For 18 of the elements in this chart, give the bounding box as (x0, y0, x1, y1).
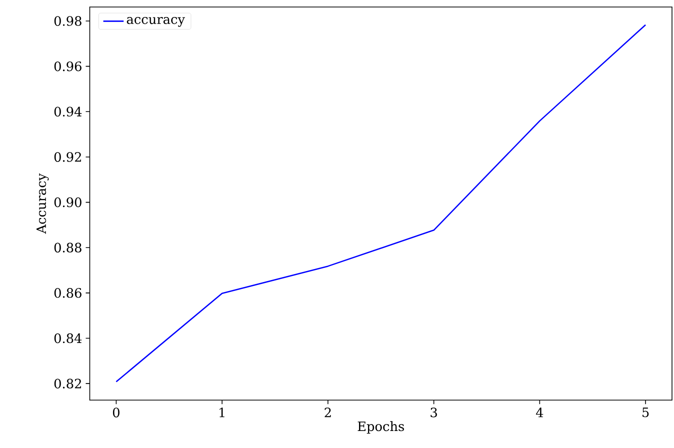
y-tick-label: 0.92 (54, 152, 81, 162)
x-tick-label: 4 (536, 408, 544, 418)
y-tick-label: 0.98 (54, 16, 82, 26)
x-tick-label: 2 (324, 408, 331, 418)
y-axis-title: Accuracy (36, 173, 49, 234)
y-tick-label: 0.86 (54, 288, 82, 298)
legend-label: accuracy (126, 17, 185, 27)
x-tick-label: 1 (220, 408, 224, 418)
y-tick-label: 0.84 (54, 333, 82, 344)
x-axis-title: Epochs (358, 421, 404, 434)
y-tick-label: 0.94 (54, 106, 82, 117)
y-tick-label: 0.90 (54, 197, 82, 208)
x-tick-label: 3 (430, 408, 437, 418)
x-tick-label: 0 (112, 408, 120, 418)
x-tick-label: 5 (642, 408, 649, 418)
y-tick-label: 0.96 (54, 62, 82, 72)
y-tick-label: 0.82 (54, 378, 81, 388)
y-tick-label: 0.88 (54, 242, 82, 253)
